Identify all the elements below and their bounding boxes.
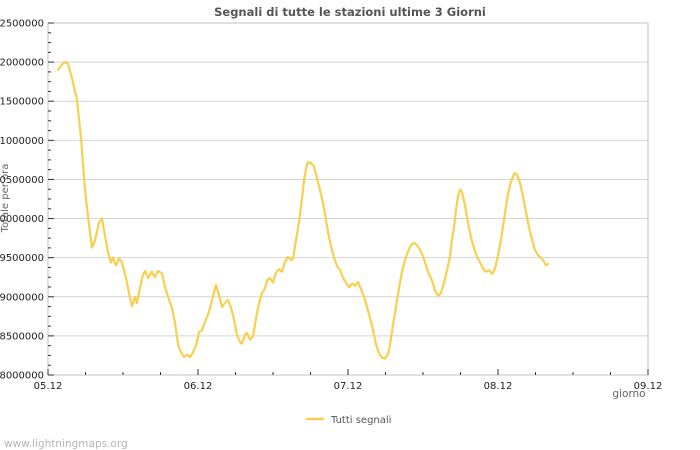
y-tick-labels: 8000000 8500000 9000000 9500000 10000000 1050…	[0, 19, 44, 382]
y-tick-label: 8500000	[0, 331, 44, 342]
y-tick-label: 8000000	[0, 371, 44, 382]
y-tick-label: 9500000	[0, 253, 44, 264]
x-tick-label: 05.12	[34, 381, 63, 392]
y-tick-label: 11500000	[0, 97, 44, 108]
legend: Tutti segnali	[306, 415, 391, 426]
y-axis-title: Totale per ora	[0, 164, 11, 234]
x-tick-label: 09.12	[634, 381, 663, 392]
plot-border	[47, 22, 649, 376]
y-tick-label: 9000000	[0, 292, 44, 303]
x-tick-label: 07.12	[334, 381, 363, 392]
y-tick-label: 12500000	[0, 19, 44, 30]
y-tick-label: 10500000	[0, 175, 44, 186]
gridlines	[48, 61, 648, 337]
watermark: www.lightningmaps.org	[4, 438, 128, 450]
chart-title: Segnali di tutte le stazioni ultime 3 Gi…	[214, 5, 486, 19]
x-tick-labels: 05.12 06.12 07.12 08.12 09.12	[34, 381, 663, 392]
axis-ticks	[47, 22, 649, 376]
legend-label: Tutti segnali	[330, 415, 391, 426]
series-lines	[56, 60, 550, 360]
y-tick-label: 10000000	[0, 214, 44, 225]
x-tick-label: 06.12	[184, 381, 213, 392]
series-line	[56, 60, 550, 360]
y-tick-label: 12000000	[0, 58, 44, 69]
x-tick-label: 08.12	[484, 381, 513, 392]
y-tick-label: 11000000	[0, 136, 44, 147]
x-axis-title: giorno	[612, 388, 645, 400]
